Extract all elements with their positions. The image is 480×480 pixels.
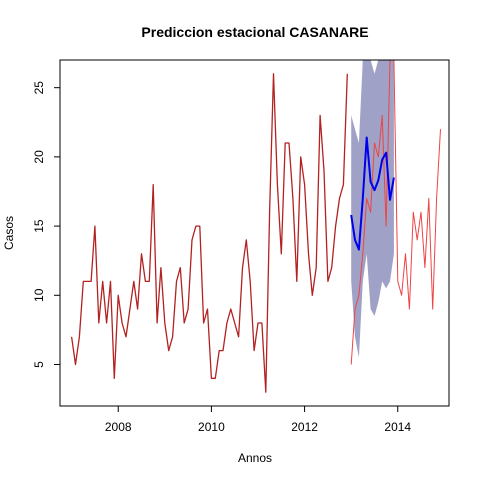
y-tick-label: 5: [32, 361, 46, 368]
plot-area: [72, 60, 441, 392]
x-tick-label: 2008: [105, 420, 132, 434]
y-tick-label: 10: [32, 288, 46, 302]
y-axis: 5 10 15 20 25: [32, 81, 60, 368]
y-tick-label: 25: [32, 81, 46, 95]
y-axis-label: Casos: [2, 216, 16, 250]
x-tick-label: 2012: [291, 420, 318, 434]
y-tick-label: 15: [32, 219, 46, 233]
y-tick-label: 20: [32, 150, 46, 164]
confidence-band: [351, 60, 394, 358]
x-axis: 2008 2010 2012 2014: [105, 406, 412, 434]
observed-series-line: [72, 74, 348, 392]
chart-title: Prediccion estacional CASANARE: [141, 24, 368, 40]
x-tick-label: 2014: [384, 420, 411, 434]
x-tick-label: 2010: [198, 420, 225, 434]
x-axis-label: Annos: [238, 451, 272, 465]
